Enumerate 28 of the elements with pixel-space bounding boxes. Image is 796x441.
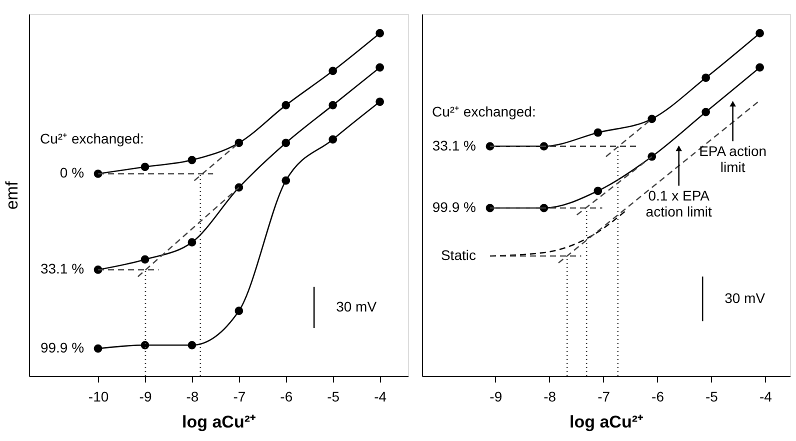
x-tick-label: -9 [139,388,152,404]
x-tick-label: -4 [759,388,772,404]
x-axis-title: log aCu²⁺ [570,412,644,432]
series-label: 99.9 % [40,340,84,356]
x-tick-label: -5 [327,388,340,404]
x-axis-title: log aCu²⁺ [182,412,256,432]
x-tick-label: -9 [490,388,502,404]
x-tick-label: -4 [374,388,387,404]
series-label: 0 % [60,164,84,181]
y-axis-title: emf [2,181,22,210]
series-label: 33.1 % [40,260,84,277]
x-tick-label: -5 [705,388,718,404]
x-tick-label: -8 [544,388,556,404]
x-tick-label: -7 [233,388,246,404]
series-label: 99.9 % [432,199,476,216]
x-tick-label: -6 [652,388,664,404]
series-label: Static [440,247,476,264]
x-tick-label: -6 [280,388,293,404]
annotation: EPA action limit [699,143,767,176]
annotation: 30 mV [336,298,378,314]
x-tick-label: -8 [186,388,199,404]
annotation: 30 mV [724,290,766,306]
annotation: Cu²⁺ exchanged: [40,130,144,147]
x-tick-label: -7 [598,388,610,404]
x-tick-label: -10 [88,388,109,404]
series-label: 33.1 % [432,137,476,154]
annotation: Cu²⁺ exchanged: [432,103,536,120]
annotation: 0.1 x EPA action limit [646,188,712,220]
